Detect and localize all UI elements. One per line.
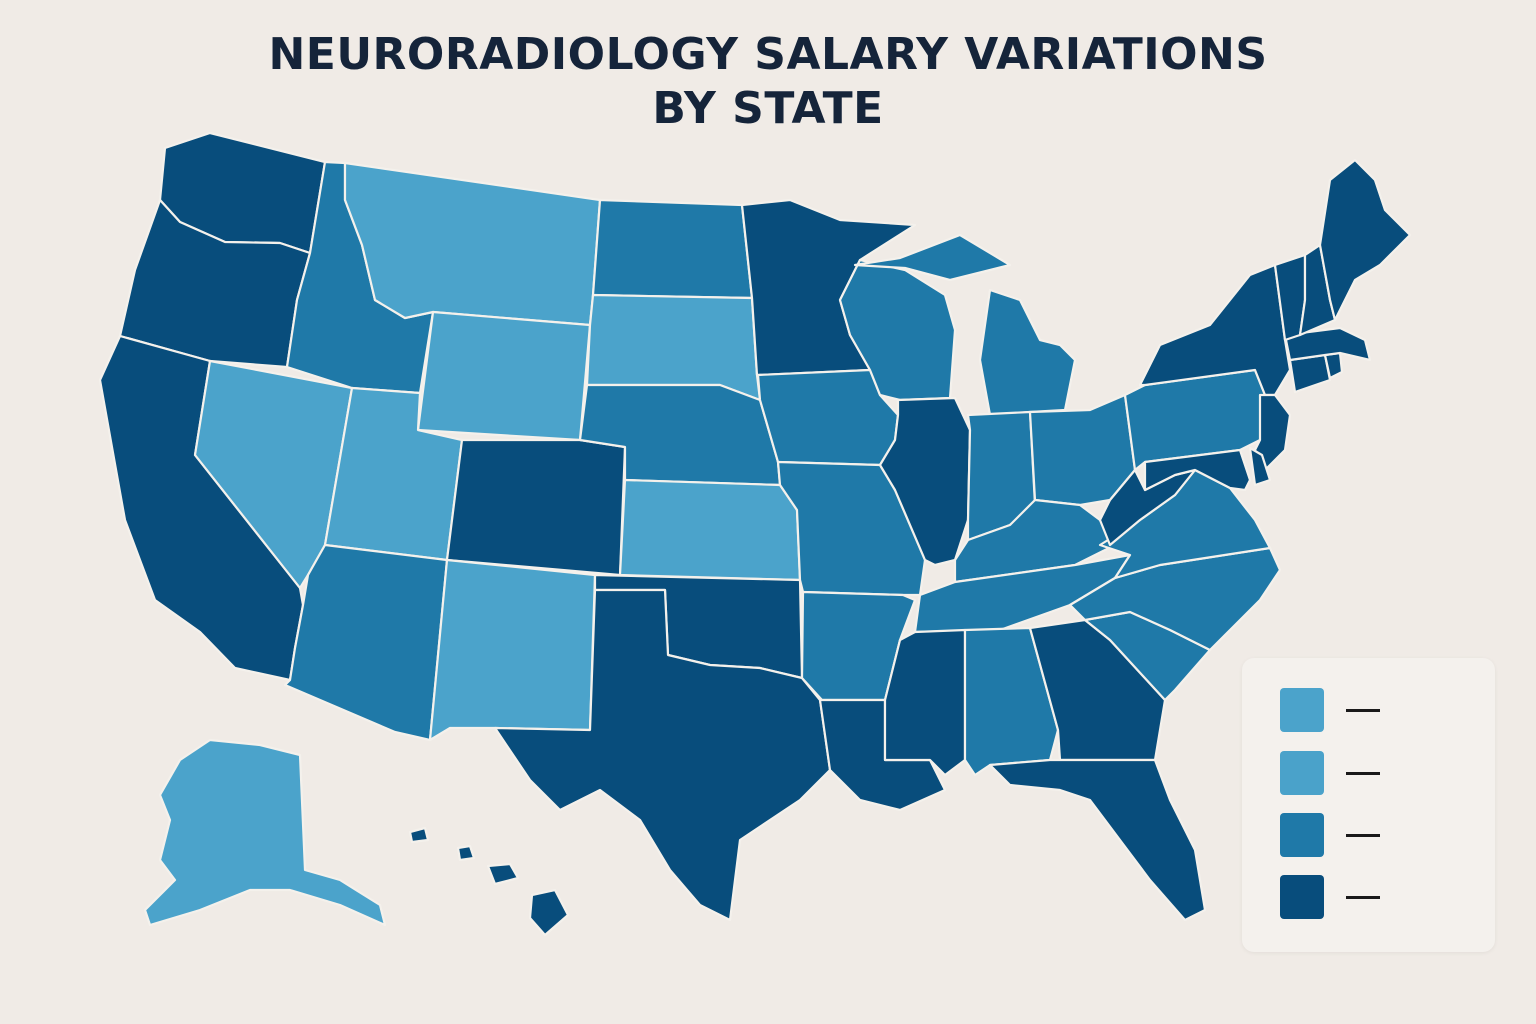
state-DE[interactable] [1248,446,1272,487]
state-IL[interactable] [878,396,972,567]
state-AK[interactable] [143,738,387,927]
state-HI[interactable] [408,826,570,937]
state-NY[interactable] [1138,263,1292,397]
state-ME[interactable] [1318,158,1412,322]
map-title-line-2: BY STATE [652,83,884,134]
state-AZ[interactable] [283,543,449,742]
legend-label-dash-1 [1346,709,1380,712]
state-MS[interactable] [883,628,967,777]
state-MA[interactable] [1283,326,1372,362]
legend-item-1 [1280,688,1480,732]
state-FL[interactable] [988,758,1207,922]
state-WV[interactable] [1098,468,1197,547]
map-title: NEURORADIOLOGY SALARY VARIATIONS BY STAT… [0,28,1536,136]
legend-swatch-1 [1280,688,1324,732]
state-NJ[interactable] [1253,393,1292,472]
state-WY[interactable] [416,310,592,442]
state-KS[interactable] [618,478,802,582]
state-MD[interactable] [1143,448,1252,492]
legend-item-3 [1280,813,1480,857]
legend-label-dash-4 [1346,896,1380,899]
state-CT[interactable] [1288,353,1332,394]
legend-label-dash-2 [1346,772,1380,775]
state-MT[interactable] [343,161,602,327]
legend-swatch-2 [1280,751,1324,795]
legend-swatch-4 [1280,875,1324,919]
state-CO[interactable] [445,438,627,577]
legend-swatch-3 [1280,813,1324,857]
state-MI[interactable] [853,233,1077,417]
legend-label-dash-3 [1346,834,1380,837]
legend-item-2 [1280,751,1480,795]
state-ND[interactable] [591,198,754,300]
state-TX[interactable] [493,588,832,922]
legend-item-4 [1280,875,1480,919]
map-legend [1242,658,1495,952]
state-NM[interactable] [428,558,597,742]
map-title-line-1: NEURORADIOLOGY SALARY VARIATIONS [268,29,1268,80]
